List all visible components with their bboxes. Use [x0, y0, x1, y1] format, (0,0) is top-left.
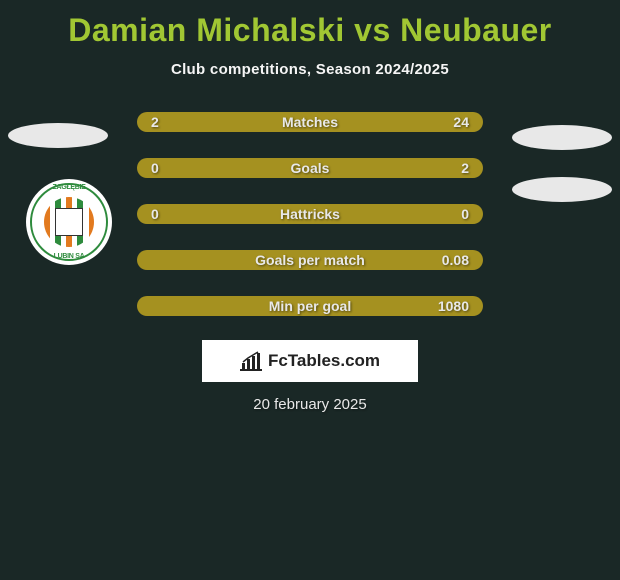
stat-label: Min per goal [269, 298, 351, 314]
side-ellipse [512, 125, 612, 150]
side-ellipse [8, 123, 108, 148]
stat-right-value: 2 [461, 160, 469, 176]
stat-bar: 2 Matches 24 [137, 112, 483, 132]
logo-text-top: ZAGŁĘBIE [26, 184, 112, 191]
stat-bar: Min per goal 1080 [137, 296, 483, 316]
stat-label: Goals per match [255, 252, 365, 268]
stat-left-value: 0 [151, 160, 159, 176]
date-label: 20 february 2025 [0, 396, 620, 413]
branding-box: FcTables.com [202, 340, 418, 382]
stat-label: Hattricks [280, 206, 340, 222]
logo-text-bottom: LUBIN SA [26, 253, 112, 260]
side-ellipse [512, 177, 612, 202]
stat-bar: Goals per match 0.08 [137, 250, 483, 270]
club-logo: ZAGŁĘBIE LUBIN SA [26, 179, 112, 265]
stat-bar: 0 Hattricks 0 [137, 204, 483, 224]
stat-right-value: 0.08 [442, 252, 469, 268]
stat-right-value: 0 [461, 206, 469, 222]
stat-left-value: 2 [151, 114, 159, 130]
page-title: Damian Michalski vs Neubauer [0, 0, 620, 49]
subtitle: Club competitions, Season 2024/2025 [0, 61, 620, 78]
stat-right-value: 1080 [438, 298, 469, 314]
stat-left-value: 0 [151, 206, 159, 222]
stat-label: Matches [282, 114, 338, 130]
chart-icon [240, 351, 262, 371]
branding-text: FcTables.com [268, 351, 380, 371]
stat-right-value: 24 [453, 114, 469, 130]
stat-label: Goals [291, 160, 330, 176]
stat-bar: 0 Goals 2 [137, 158, 483, 178]
